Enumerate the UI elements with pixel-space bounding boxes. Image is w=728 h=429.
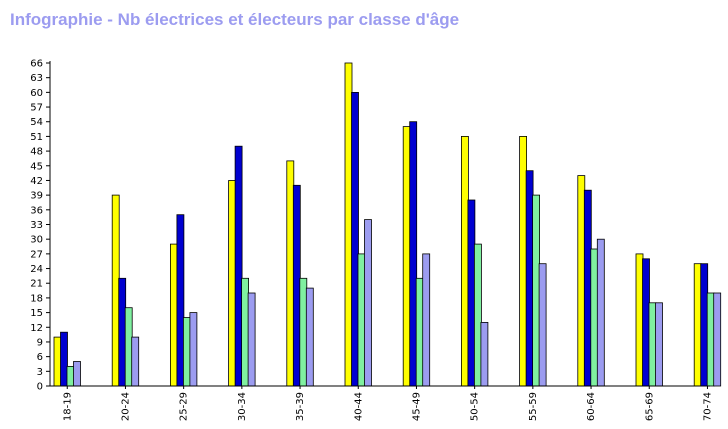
bar-25-29-series-2 [176, 214, 185, 387]
bar-50-54-series-3 [473, 243, 482, 387]
bar-25-29-series-3 [182, 317, 191, 387]
bar-45-49-series-1 [402, 126, 411, 387]
bar-65-69-series-2 [642, 258, 650, 387]
bar-60-64-series-2 [583, 189, 592, 387]
bar-55-59-series-3 [532, 194, 540, 387]
bar-70-74-series-2 [700, 263, 709, 387]
bar-18-19-series-4 [73, 361, 81, 387]
bar-30-34-series-2 [234, 145, 243, 387]
y-tick-label: 15 [30, 308, 43, 319]
y-tick-label: 51 [30, 132, 43, 143]
y-tick-label: 3 [37, 367, 43, 378]
y-axis: 0369121518212427303336394245485154576063… [30, 59, 51, 393]
bar-45-49-series-2 [409, 121, 418, 387]
y-tick-label: 24 [30, 264, 43, 275]
x-tick-label-25-29: 25-29 [179, 392, 190, 421]
x-tick-label-50-54: 50-54 [470, 392, 481, 421]
bar-18-19-series-3 [66, 365, 75, 387]
y-tick-label: 39 [30, 191, 43, 202]
bar-20-24-series-2 [118, 277, 127, 387]
bar-35-39-series-1 [286, 160, 295, 387]
y-tick-label: 42 [30, 176, 43, 187]
y-tick-label: 12 [30, 323, 43, 334]
bar-55-59-series-2 [525, 170, 534, 387]
bar-50-54-series-4 [480, 321, 489, 387]
bar-35-39-series-3 [299, 277, 308, 387]
y-tick-label: 6 [37, 352, 43, 363]
x-tick-label-45-49: 45-49 [411, 392, 422, 421]
bar-40-44-series-4 [364, 219, 372, 387]
bar-40-44-series-2 [351, 92, 359, 387]
y-tick-label: 18 [30, 293, 43, 304]
bar-20-24-series-4 [131, 336, 140, 387]
y-tick-label: 48 [30, 147, 43, 158]
bar-40-44-series-1 [344, 62, 353, 387]
bar-20-24-series-1 [111, 194, 120, 387]
y-tick-label: 45 [30, 161, 43, 172]
bar-20-24-series-3 [124, 307, 133, 387]
bar-30-34-series-4 [247, 292, 256, 387]
x-tick-label-60-64: 60-64 [586, 392, 597, 421]
y-tick-label: 0 [37, 382, 43, 393]
x-tick-label-55-59: 55-59 [528, 392, 539, 421]
x-tick-label-65-69: 65-69 [644, 392, 655, 421]
bar-70-74-series-4 [713, 292, 722, 387]
bar-35-39-series-4 [305, 287, 314, 387]
y-tick-label: 21 [30, 279, 43, 290]
bar-55-59-series-4 [538, 263, 547, 387]
bar-65-69-series-4 [655, 302, 663, 387]
bar-30-34-series-3 [241, 277, 250, 387]
y-tick-label: 33 [30, 220, 43, 231]
x-tick-label-30-34: 30-34 [237, 392, 248, 421]
x-tick-label-40-44: 40-44 [353, 392, 364, 421]
bar-60-64-series-3 [590, 248, 599, 387]
bar-55-59-series-1 [519, 135, 527, 387]
x-axis: 18-19 20-24 25-29 30-34 35-39 40-44 45-49 50-54… [50, 385, 713, 421]
bars-group [53, 62, 722, 387]
bar-35-39-series-2 [292, 184, 301, 387]
x-tick-label-20-24: 20-24 [120, 392, 131, 421]
bar-40-44-series-3 [357, 253, 366, 387]
bar-30-34-series-1 [228, 180, 237, 387]
chart-title: Infographie - Nb électrices et électeurs… [10, 10, 460, 29]
y-tick-label: 60 [30, 88, 43, 99]
y-tick-label: 36 [30, 205, 43, 216]
y-tick-label: 66 [30, 59, 43, 70]
y-tick-label: 30 [30, 235, 43, 246]
bar-50-54-series-1 [460, 135, 469, 387]
bar-70-74-series-1 [693, 263, 702, 387]
bar-25-29-series-1 [169, 243, 178, 387]
x-tick-label-35-39: 35-39 [295, 392, 306, 421]
y-tick-label: 27 [30, 249, 43, 260]
bar-45-49-series-4 [422, 253, 431, 387]
y-tick-label: 54 [30, 117, 43, 128]
bar-70-74-series-3 [706, 292, 715, 387]
bar-50-54-series-2 [467, 199, 476, 387]
bar-60-64-series-1 [577, 175, 586, 387]
bar-18-19-series-2 [60, 331, 68, 387]
bar-65-69-series-1 [635, 253, 644, 387]
y-tick-label: 9 [37, 337, 43, 348]
bar-25-29-series-4 [189, 312, 198, 387]
bar-60-64-series-4 [596, 238, 605, 387]
y-tick-label: 57 [30, 103, 43, 114]
x-tick-label-70-74: 70-74 [702, 392, 713, 421]
bar-65-69-series-3 [648, 302, 657, 387]
y-tick-label: 63 [30, 73, 43, 84]
x-tick-label-18-19: 18-19 [62, 392, 73, 421]
bar-45-49-series-3 [415, 277, 424, 387]
bar-18-19-series-1 [53, 336, 62, 387]
